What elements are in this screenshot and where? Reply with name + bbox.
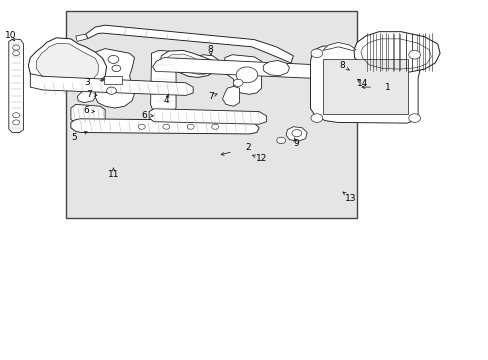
Circle shape [291, 130, 301, 137]
Text: 10: 10 [5, 31, 17, 40]
Polygon shape [71, 104, 105, 123]
Polygon shape [336, 72, 356, 101]
Polygon shape [150, 50, 176, 114]
Polygon shape [71, 119, 259, 134]
Text: 8: 8 [207, 45, 213, 54]
Polygon shape [224, 55, 261, 94]
Circle shape [13, 113, 20, 118]
Text: 11: 11 [107, 170, 119, 179]
Circle shape [408, 114, 420, 122]
Text: 5: 5 [71, 133, 77, 142]
Bar [322, 59, 407, 114]
Circle shape [13, 45, 20, 50]
Polygon shape [310, 76, 332, 91]
Text: 7: 7 [86, 90, 92, 99]
Text: 9: 9 [292, 139, 298, 148]
Bar [103, 76, 122, 84]
Circle shape [236, 67, 257, 83]
Polygon shape [152, 58, 325, 78]
Text: 6: 6 [83, 107, 89, 116]
Circle shape [13, 120, 20, 125]
Circle shape [310, 114, 322, 122]
Bar [66, 11, 356, 218]
Circle shape [310, 49, 322, 58]
Bar [339, 78, 353, 95]
Circle shape [408, 50, 420, 59]
Polygon shape [160, 50, 216, 77]
Polygon shape [37, 43, 99, 83]
Polygon shape [9, 39, 23, 132]
Polygon shape [76, 34, 88, 41]
Polygon shape [95, 49, 134, 108]
Circle shape [108, 55, 119, 63]
Circle shape [233, 79, 243, 86]
Circle shape [13, 51, 20, 56]
Polygon shape [322, 42, 355, 50]
Polygon shape [85, 25, 293, 63]
Text: 4: 4 [163, 96, 169, 105]
Polygon shape [28, 38, 106, 87]
Circle shape [276, 137, 285, 144]
Text: 12: 12 [255, 154, 267, 163]
Text: 7: 7 [208, 92, 214, 101]
Circle shape [187, 124, 194, 129]
Text: 3: 3 [84, 78, 90, 87]
Text: 8: 8 [339, 61, 345, 70]
Polygon shape [285, 127, 306, 141]
Polygon shape [77, 86, 95, 103]
Text: 6: 6 [141, 111, 147, 120]
Polygon shape [310, 46, 421, 123]
Circle shape [106, 87, 116, 94]
Polygon shape [222, 86, 239, 106]
Polygon shape [149, 109, 266, 124]
Polygon shape [30, 74, 193, 95]
Circle shape [211, 124, 218, 129]
Circle shape [163, 124, 169, 129]
Text: 2: 2 [245, 143, 251, 152]
Text: 14: 14 [356, 79, 368, 88]
Polygon shape [165, 54, 210, 75]
Circle shape [112, 65, 121, 72]
Polygon shape [353, 32, 439, 72]
Polygon shape [195, 55, 220, 72]
Text: 13: 13 [345, 194, 356, 202]
Polygon shape [263, 60, 289, 76]
Text: 1: 1 [384, 83, 390, 92]
Circle shape [138, 124, 145, 129]
